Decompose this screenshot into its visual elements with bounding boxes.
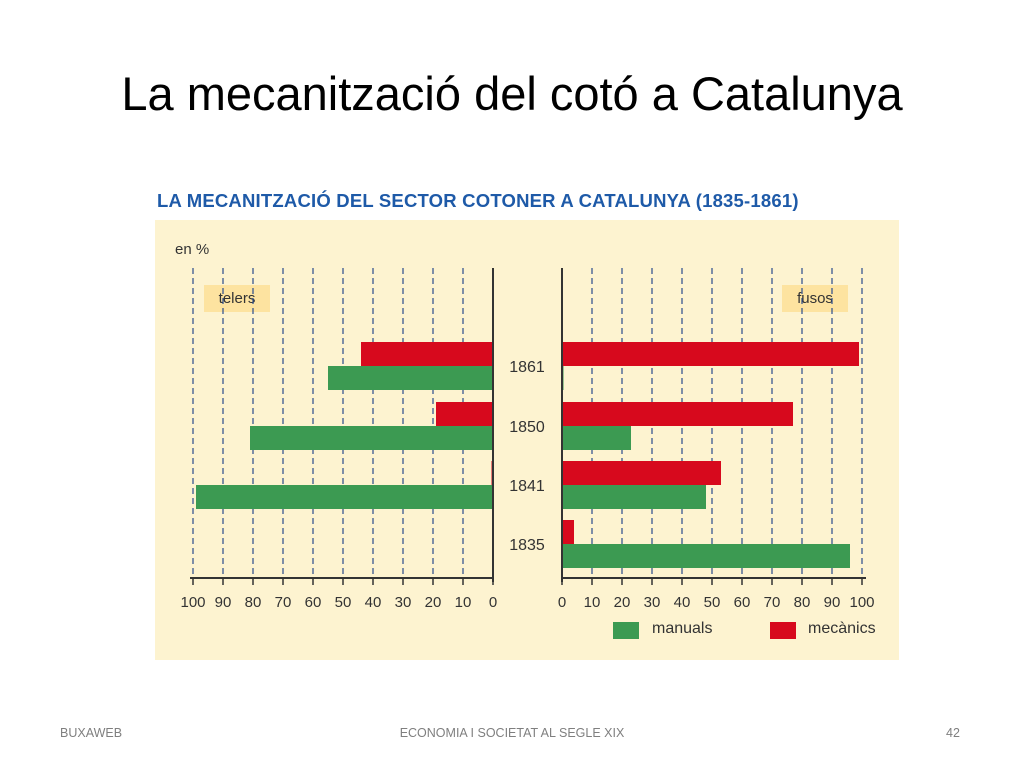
tick-label-telers: 60 <box>305 594 322 611</box>
tick-label-telers: 40 <box>365 594 382 611</box>
category-label-1835: 1835 <box>509 537 545 554</box>
bar-fusos-manuals-1850 <box>562 426 631 450</box>
bar-fusos-mecanics-1861 <box>562 342 859 366</box>
tick-label-telers: 0 <box>489 594 497 611</box>
unit-label: en % <box>175 241 210 258</box>
legend-label-mecanics: mecànics <box>808 620 876 637</box>
bar-fusos-mecanics-1850 <box>562 402 793 426</box>
panel-label-telers: telers <box>204 285 270 312</box>
tick-label-fusos: 50 <box>704 594 721 611</box>
tick-label-telers: 100 <box>180 594 205 611</box>
bar-telers-manuals-1841 <box>196 485 493 509</box>
legend-swatch-mecanics <box>770 622 796 639</box>
bar-telers-manuals-1850 <box>250 426 493 450</box>
slide-title: La mecanització del cotó a Catalunya <box>121 67 903 120</box>
tick-label-fusos: 0 <box>558 594 566 611</box>
category-label-1861: 1861 <box>509 359 545 376</box>
bar-fusos-mecanics-1841 <box>562 461 721 485</box>
bar-telers-manuals-1861 <box>328 366 493 390</box>
tick-label-telers: 90 <box>215 594 232 611</box>
chart-title: LA MECANITZACIÓ DEL SECTOR COTONER A CAT… <box>157 190 799 211</box>
tick-label-telers: 10 <box>455 594 472 611</box>
tick-label-telers: 80 <box>245 594 262 611</box>
tick-label-telers: 50 <box>335 594 352 611</box>
tick-label-fusos: 30 <box>644 594 661 611</box>
tick-label-fusos: 70 <box>764 594 781 611</box>
tick-label-fusos: 10 <box>584 594 601 611</box>
tick-label-fusos: 60 <box>734 594 751 611</box>
tick-label-telers: 70 <box>275 594 292 611</box>
bar-telers-mecanics-1861 <box>361 342 493 366</box>
tick-label-fusos: 80 <box>794 594 811 611</box>
bar-fusos-manuals-1835 <box>562 544 850 568</box>
footer-center: ECONOMIA I SOCIETAT AL SEGLE XIX <box>399 726 625 740</box>
legend-label-manuals: manuals <box>652 620 713 637</box>
bar-fusos-manuals-1841 <box>562 485 706 509</box>
footer-left: BUXAWEB <box>60 726 123 740</box>
footer-page-number: 42 <box>946 726 960 740</box>
bar-fusos-mecanics-1835 <box>562 520 574 544</box>
tick-label-telers: 20 <box>425 594 442 611</box>
tick-label-telers: 30 <box>395 594 412 611</box>
tick-label-fusos: 90 <box>824 594 841 611</box>
tick-label-fusos: 20 <box>614 594 631 611</box>
tick-label-fusos: 40 <box>674 594 691 611</box>
bar-telers-mecanics-1850 <box>436 402 493 426</box>
category-label-1841: 1841 <box>509 478 545 495</box>
tick-label-fusos: 100 <box>849 594 874 611</box>
legend-swatch-manuals <box>613 622 639 639</box>
panel-label-fusos: fusos <box>782 285 848 312</box>
category-label-1850: 1850 <box>509 419 545 436</box>
